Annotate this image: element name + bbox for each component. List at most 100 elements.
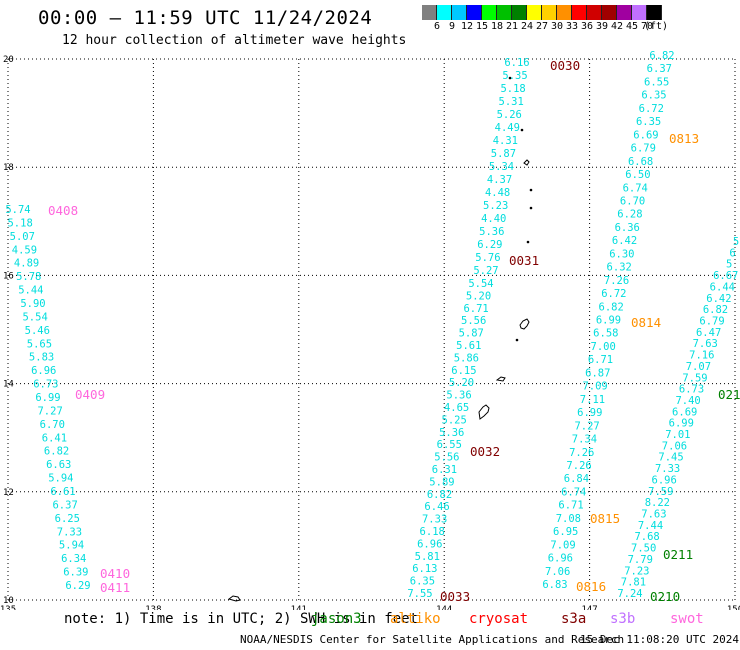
wave-height-value: 6.82 <box>649 50 674 62</box>
wave-height-value: 7.81 <box>621 577 646 589</box>
pass-time-label: 0030 <box>550 58 580 73</box>
lon-tick-label: 144 <box>436 605 452 610</box>
wave-height-value: 5.36 <box>479 226 504 238</box>
wave-height-value: 7.06 <box>662 440 687 452</box>
legend-unit: (ft) <box>644 21 669 32</box>
wave-height-value: 5.87 <box>459 328 484 340</box>
wave-height-value: 5.54 <box>22 311 47 323</box>
lat-tick-label: 18 <box>3 163 14 173</box>
wave-height-value: 5.36 <box>446 390 471 402</box>
wave-height-value: 7.50 <box>631 543 656 555</box>
chart-title: 00:00 — 11:59 UTC 11/24/2024 <box>38 7 373 29</box>
wave-height-value: 5.65 <box>27 338 52 350</box>
pass-time-label: 0816 <box>576 579 606 594</box>
wave-height-value: 5.23 <box>483 200 508 212</box>
wave-height-value: 6.99 <box>596 315 621 327</box>
wave-height-value: 5.94 <box>59 540 84 552</box>
wave-height-value: 5.87 <box>491 148 516 160</box>
legend-swatch <box>602 5 617 20</box>
wave-height-value: 7.01 <box>665 429 690 441</box>
wave-height-value: 6.82 <box>427 489 452 501</box>
wave-height-value: 5.56 <box>461 315 486 327</box>
wave-height-value: 8.22 <box>645 497 670 509</box>
wave-height-value: 5 <box>726 259 732 271</box>
wave-height-value: 5.81 <box>415 551 440 563</box>
wave-height-value: 6.29 <box>65 580 90 592</box>
wave-height-value: 6.67 <box>713 270 738 282</box>
wave-height-value: 6.71 <box>588 354 613 366</box>
wave-height-value: 6.96 <box>31 365 56 377</box>
legend-label: 6 <box>434 21 441 32</box>
credit-line: NOAA/NESDIS Center for Satellite Applica… <box>240 633 625 646</box>
wave-height-value: 7.23 <box>624 565 649 577</box>
chart-subtitle: 12 hour collection of altimeter wave hei… <box>62 33 407 48</box>
legend-swatch <box>512 5 527 20</box>
wave-height-value: 4.37 <box>487 174 512 186</box>
wave-height-value: 6.42 <box>706 293 731 305</box>
legend-label: 36 <box>581 21 594 32</box>
wave-height-value: 6.99 <box>577 407 602 419</box>
wave-height-value: 6.87 <box>585 367 610 379</box>
wave-height-value: 6.95 <box>553 526 578 538</box>
wave-height-value: 7.33 <box>655 463 680 475</box>
legend-swatch <box>437 5 452 20</box>
pass-time-label: 021 <box>718 387 740 402</box>
wave-height-value: 6.83 <box>542 579 567 591</box>
wave-height-value: 5.83 <box>29 352 54 364</box>
wave-height-value: 7.24 <box>617 588 642 600</box>
wave-height-value: 7.34 <box>572 434 597 446</box>
pass-time-label: 0815 <box>590 511 620 526</box>
wave-height-value: 6.35 <box>641 90 666 102</box>
wave-height-value: 5 <box>733 236 739 248</box>
wave-height-value: 4.31 <box>493 135 518 147</box>
wave-height-value: 7.09 <box>582 381 607 393</box>
wave-height-value: 6 <box>729 247 735 259</box>
legend-swatch <box>422 5 437 20</box>
wave-height-value: 7.68 <box>634 531 659 543</box>
lat-tick-label: 12 <box>3 488 14 498</box>
lat-tick-label: 16 <box>3 271 14 281</box>
island-outline <box>478 404 490 420</box>
wave-height-value: 6.44 <box>710 281 735 293</box>
wave-height-value: 6.79 <box>631 143 656 155</box>
wave-height-value: 6.47 <box>696 327 721 339</box>
wave-height-value: 6.50 <box>625 169 650 181</box>
wave-height-value: 6.32 <box>607 262 632 274</box>
wave-height-value: 7.27 <box>574 420 599 432</box>
legend-swatch <box>617 5 632 20</box>
pass-time-label: 0211 <box>663 547 693 562</box>
wave-height-value: 6.71 <box>558 500 583 512</box>
wave-height-value: 7.00 <box>591 341 616 353</box>
wave-height-value: 6.36 <box>615 222 640 234</box>
satellite-name: altiko <box>390 611 441 627</box>
wave-height-value: 7.11 <box>580 394 605 406</box>
lon-tick-label: 150 <box>727 605 740 610</box>
wave-height-value: 6.55 <box>437 439 462 451</box>
lat-tick-label: 10 <box>3 596 14 606</box>
island-dot <box>515 338 519 342</box>
wave-height-value: 6.96 <box>417 538 442 550</box>
footnote-note: note: 1) Time is in UTC; 2) SWH is in fe… <box>64 611 419 627</box>
wave-height-value: 6.82 <box>44 446 69 458</box>
legend-label: 39 <box>596 21 609 32</box>
legend-label: 45 <box>626 21 639 32</box>
legend-label: 70 <box>641 21 654 32</box>
wave-height-value: 6.73 <box>679 384 704 396</box>
pass-time-label: 0210 <box>650 589 680 604</box>
wave-height-value: 6.46 <box>424 501 449 513</box>
lon-tick-label: 147 <box>581 605 597 610</box>
wave-height-value: 7.79 <box>628 554 653 566</box>
wave-height-value: 6.13 <box>412 563 437 575</box>
wave-height-value: 7.33 <box>57 526 82 538</box>
island-dot <box>529 188 533 192</box>
wave-height-value: 6.70 <box>40 419 65 431</box>
wave-height-value: 6.30 <box>609 248 634 260</box>
pass-time-label: 0409 <box>75 387 105 402</box>
legend-swatch <box>557 5 572 20</box>
footnote: note: 1) Time is in UTC; 2) SWH is in fe… <box>64 611 418 627</box>
wave-height-value: 5.94 <box>48 473 73 485</box>
wave-height-value: 6.69 <box>672 406 697 418</box>
wave-height-value: 6.18 <box>420 526 445 538</box>
wave-height-value: 6.74 <box>623 182 648 194</box>
wave-height-value: 7.08 <box>556 513 581 525</box>
